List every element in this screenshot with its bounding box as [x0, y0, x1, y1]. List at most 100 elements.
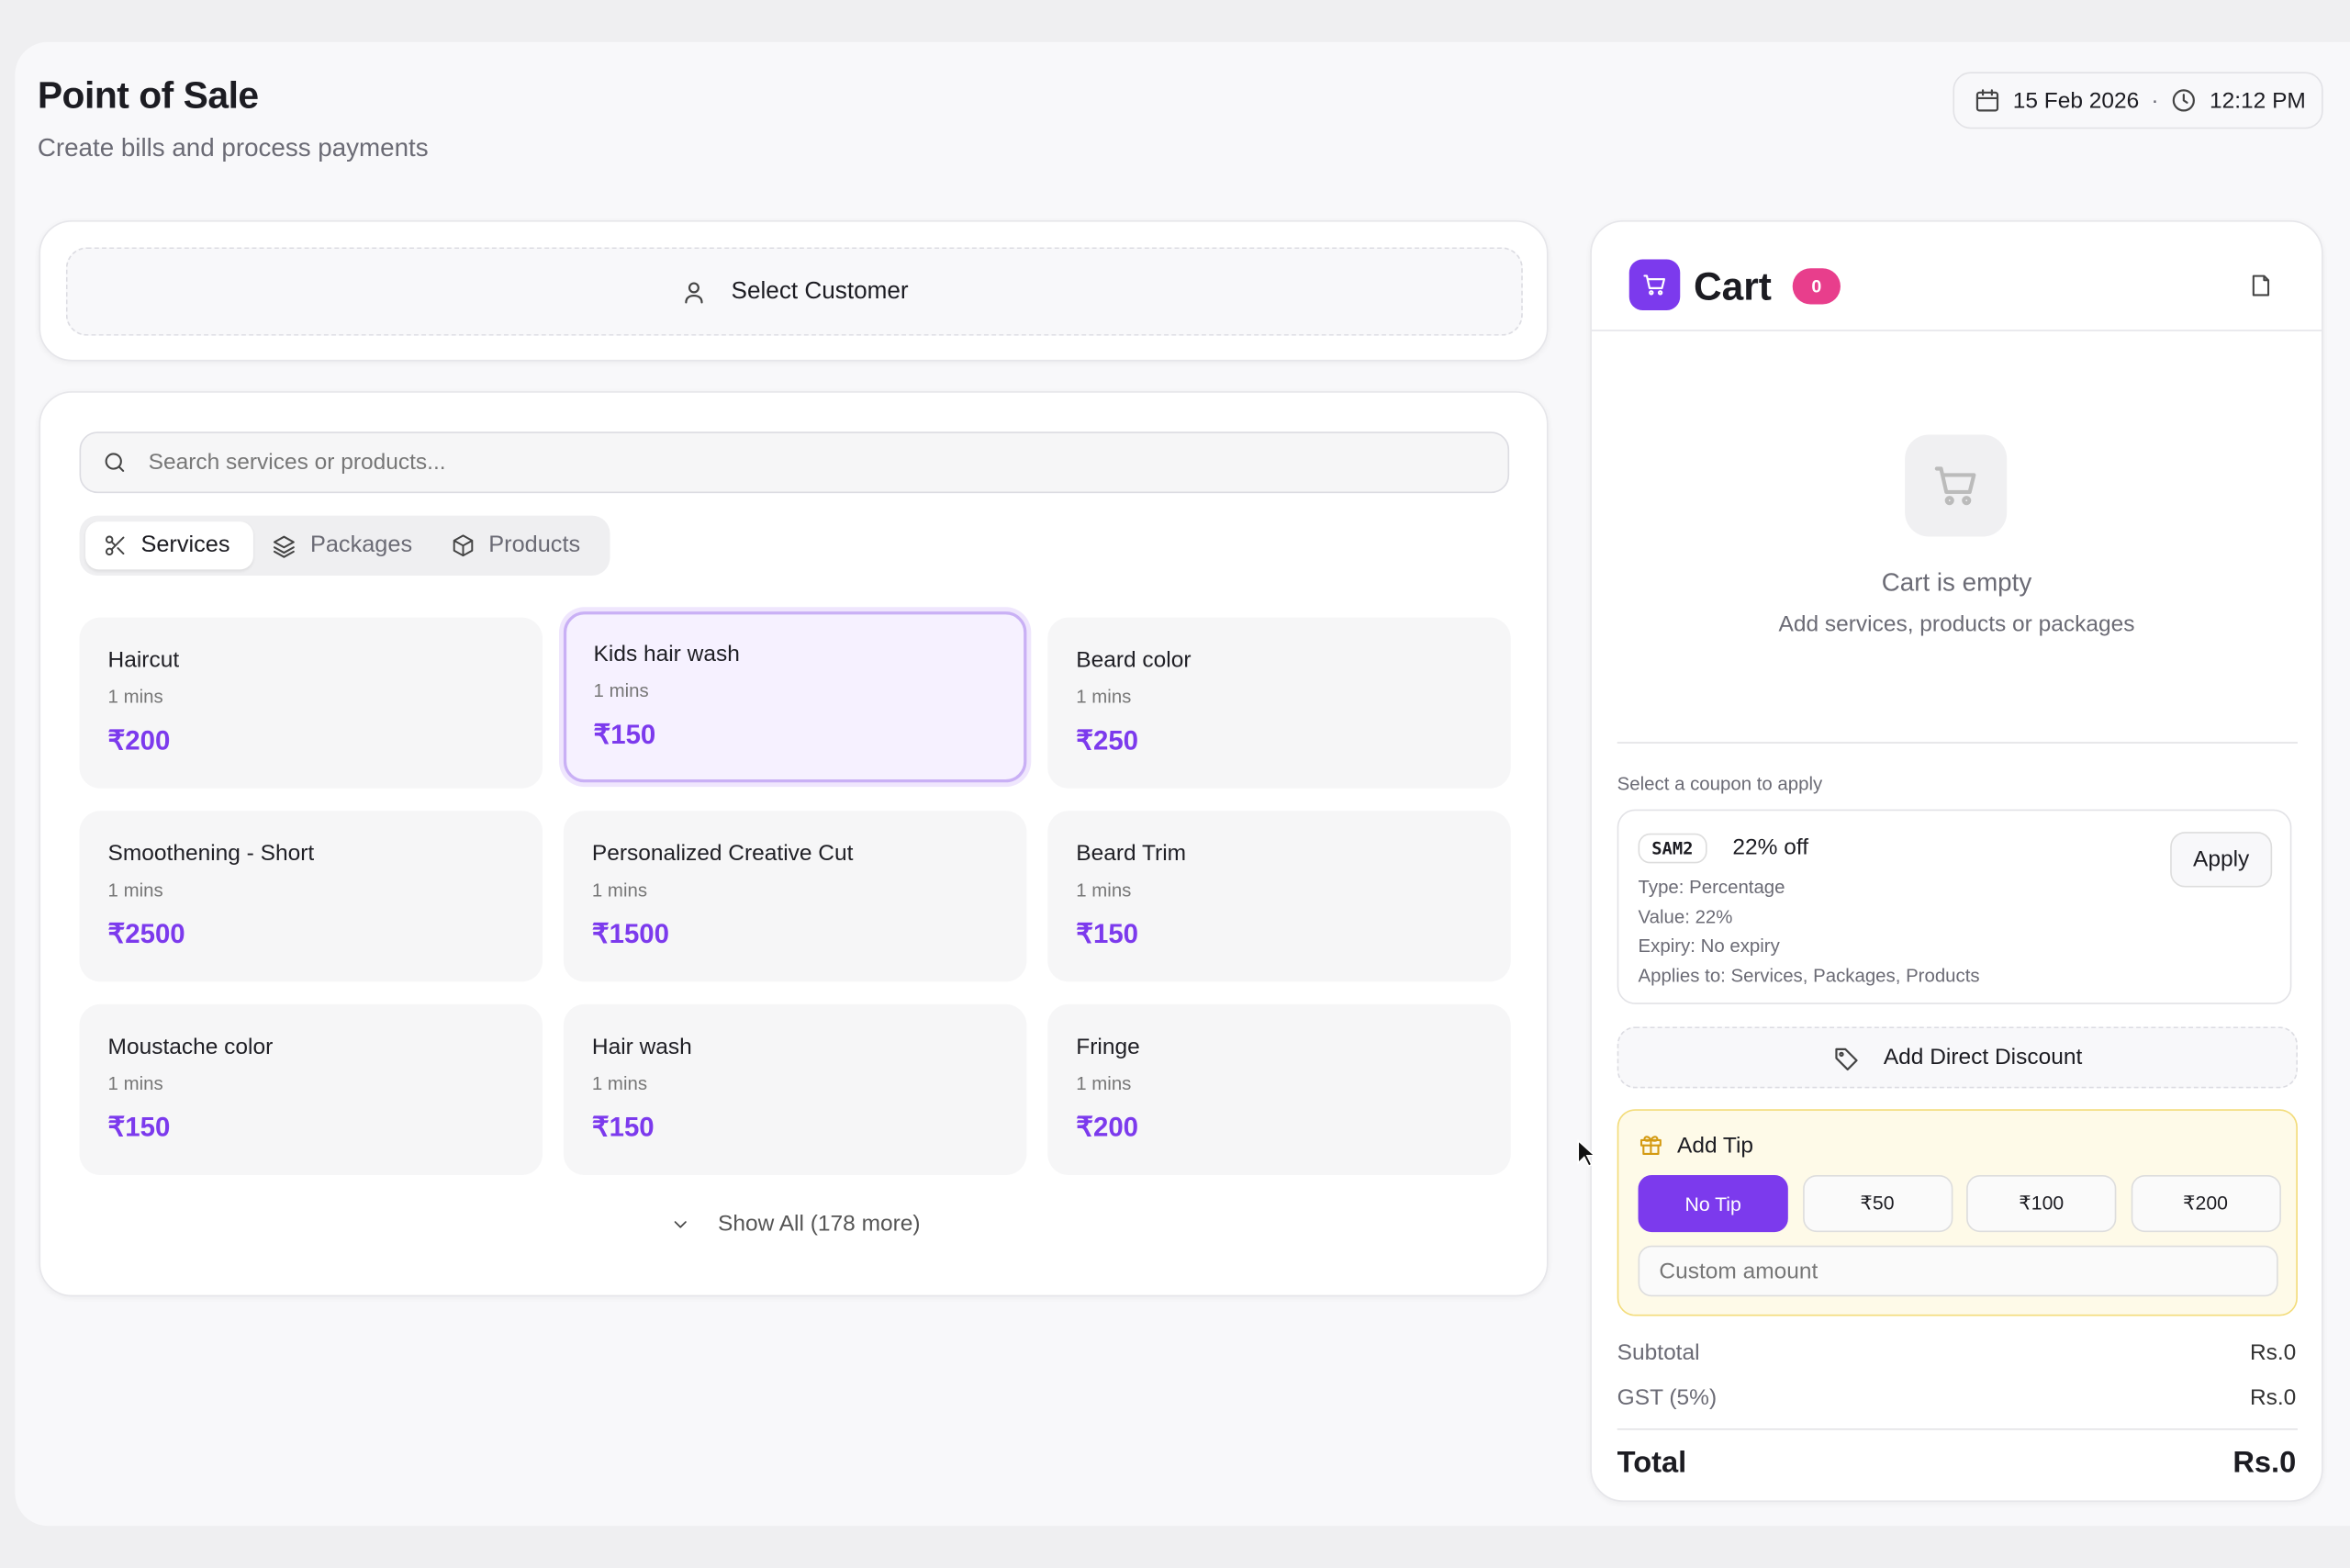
- item-duration: 1 mins: [107, 879, 163, 902]
- direct-discount-button[interactable]: Add Direct Discount: [1617, 1026, 2298, 1089]
- coupon-card[interactable]: SAM2 22% off Type: Percentage Value: 22% E…: [1617, 809, 2292, 1004]
- item-price: ₹200: [1076, 1112, 1139, 1143]
- clock-icon: [2173, 89, 2196, 112]
- tab-products[interactable]: Products: [451, 521, 580, 569]
- gst-value: Rs.0: [2249, 1384, 2297, 1411]
- item-price: ₹1500: [591, 918, 670, 949]
- item-name: Beard color: [1076, 647, 1192, 674]
- tip-option[interactable]: No Tip: [1638, 1175, 1788, 1233]
- item-name: Smoothening - Short: [107, 840, 315, 867]
- total-label: Total: [1617, 1446, 1687, 1480]
- item-price: ₹150: [1076, 918, 1139, 949]
- tip-option[interactable]: ₹50: [1802, 1175, 1953, 1233]
- item-duration: 1 mins: [591, 879, 648, 902]
- item-price: ₹200: [107, 725, 171, 756]
- item-name: Kids hair wash: [593, 641, 740, 667]
- direct-discount-label: Add Direct Discount: [1883, 1044, 2083, 1070]
- show-all-button[interactable]: Show All (178 more): [40, 1211, 1550, 1237]
- tip-option[interactable]: ₹200: [2130, 1175, 2281, 1233]
- item-card[interactable]: Moustache color 1 mins ₹150: [79, 1003, 543, 1176]
- customer-card: Select Customer: [39, 220, 1549, 362]
- cart-count: 0: [1792, 268, 1841, 305]
- item-card[interactable]: Hair wash 1 mins ₹150: [563, 1003, 1027, 1176]
- coupon-details: Type: Percentage Value: 22% Expiry: No exp…: [1639, 874, 1980, 991]
- separator: ·: [2151, 87, 2159, 114]
- tab-label: Products: [488, 532, 581, 558]
- coupon-value: Value: 22%: [1638, 905, 1733, 927]
- coupon-prompt: Select a coupon to apply: [1617, 773, 1823, 795]
- item-name: Beard Trim: [1076, 840, 1187, 867]
- item-duration: 1 mins: [107, 1073, 163, 1094]
- item-card[interactable]: Beard Trim 1 mins ₹150: [1047, 811, 1511, 982]
- custom-tip-input[interactable]: Custom amount: [1638, 1245, 2278, 1297]
- chevron-icon: [674, 1220, 687, 1227]
- empty-cart-icon-box: [1905, 434, 2008, 537]
- tag-icon: [1834, 1047, 1858, 1070]
- box-icon: [453, 534, 474, 557]
- tip-title: Add Tip: [1676, 1133, 1754, 1159]
- search-placeholder: Search services or products...: [148, 449, 446, 476]
- coupon-code: SAM2: [1638, 833, 1707, 864]
- cart-title: Cart: [1693, 263, 1772, 309]
- item-name: Hair wash: [591, 1034, 692, 1060]
- layers-icon: [273, 534, 295, 557]
- coupon-applies: Applies to: Services, Packages, Products: [1638, 964, 1980, 986]
- item-card[interactable]: Personalized Creative Cut 1 mins ₹1500: [563, 811, 1027, 982]
- item-duration: 1 mins: [1076, 686, 1132, 708]
- header-divider: [1591, 330, 2322, 331]
- user-icon: [685, 281, 703, 303]
- empty-subtitle: Add services, products or packages: [1778, 611, 2135, 637]
- divider: [1617, 1428, 2298, 1430]
- item-duration: 1 mins: [591, 1073, 648, 1094]
- tip-option[interactable]: ₹100: [1966, 1175, 2117, 1233]
- select-customer-label: Select Customer: [731, 277, 909, 304]
- item-name: Personalized Creative Cut: [591, 840, 854, 867]
- show-all-label: Show All (178 more): [718, 1211, 921, 1237]
- mouse-cursor: [1577, 1138, 1597, 1168]
- item-name: Haircut: [107, 647, 180, 674]
- item-name: Moustache color: [107, 1034, 274, 1060]
- gst-label: GST (5%): [1617, 1384, 1718, 1411]
- cart-icon-badge: [1628, 259, 1681, 310]
- divider: [1617, 742, 2298, 744]
- item-price: ₹150: [107, 1112, 171, 1143]
- empty-title: Cart is empty: [1881, 567, 2032, 597]
- notes-icon[interactable]: [2248, 273, 2274, 298]
- select-customer-button[interactable]: Select Customer: [65, 247, 1523, 336]
- item-card[interactable]: Beard color 1 mins ₹250: [1047, 617, 1511, 789]
- item-price: ₹150: [591, 1112, 655, 1143]
- tab-label: Packages: [309, 532, 413, 558]
- tab-services[interactable]: Services: [85, 521, 253, 570]
- item-duration: 1 mins: [107, 686, 163, 708]
- item-card[interactable]: Fringe 1 mins ₹200: [1047, 1003, 1511, 1176]
- scissors-icon: [105, 535, 125, 556]
- item-duration: 1 mins: [1076, 879, 1132, 902]
- page-subtitle: Create bills and process payments: [37, 133, 429, 162]
- search-input[interactable]: Search services or products...: [79, 431, 1510, 494]
- date: 15 Feb 2026: [2012, 87, 2140, 114]
- coupon-type: Type: Percentage: [1638, 877, 1785, 898]
- item-card[interactable]: Haircut 1 mins ₹200: [79, 617, 543, 789]
- item-card[interactable]: Kids hair wash 1 mins ₹150: [563, 611, 1027, 783]
- search-icon: [105, 453, 125, 472]
- item-name: Fringe: [1076, 1034, 1140, 1060]
- cart-panel: Cart 0 Cart is empty Add services, produ…: [1590, 220, 2323, 1502]
- coupon-expiry: Expiry: No expiry: [1638, 935, 1780, 957]
- catalog-card: Search services or products... Services …: [39, 391, 1550, 1297]
- item-price: ₹250: [1076, 725, 1139, 756]
- cart-icon: [1643, 274, 1666, 296]
- page-title: Point of Sale: [37, 74, 259, 118]
- calendar-icon: [1975, 89, 1999, 112]
- item-price: ₹2500: [107, 918, 185, 949]
- time: 12:12 PM: [2210, 87, 2306, 114]
- subtotal-label: Subtotal: [1617, 1339, 1700, 1366]
- tab-group: Services Packages Products: [79, 515, 610, 576]
- empty-cart-icon: [1934, 466, 1976, 506]
- item-duration: 1 mins: [593, 680, 649, 702]
- item-card[interactable]: Smoothening - Short 1 mins ₹2500: [79, 811, 543, 982]
- tab-packages[interactable]: Packages: [272, 521, 413, 569]
- apply-button[interactable]: Apply: [2170, 832, 2273, 888]
- datetime-pill: 15 Feb 2026 · 12:12 PM: [1953, 72, 2323, 129]
